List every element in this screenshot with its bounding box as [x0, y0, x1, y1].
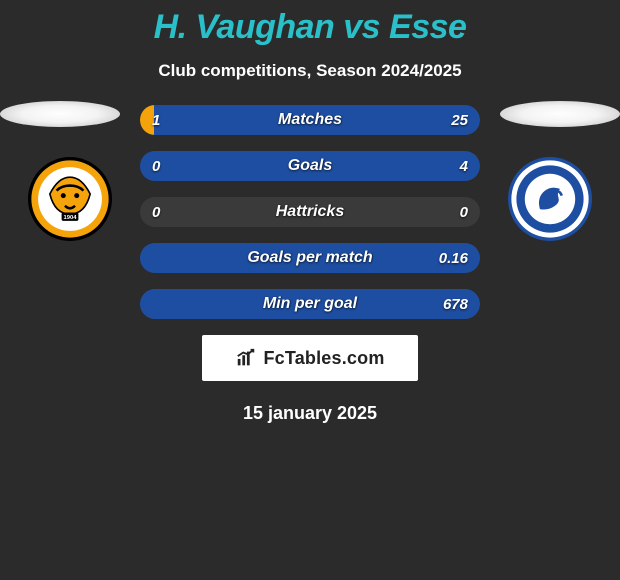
- stat-label: Min per goal: [140, 289, 480, 319]
- stat-row: 678Min per goal: [140, 289, 480, 319]
- svg-text:1885: 1885: [543, 225, 557, 231]
- stat-label: Matches: [140, 105, 480, 135]
- stats-arena: 1904 1885 125Matches 04Goals 00Hattricks 0.…: [0, 105, 620, 424]
- stat-row: 04Goals: [140, 151, 480, 181]
- lion-crest-icon: 1885: [508, 157, 592, 241]
- snapshot-date: 15 january 2025: [0, 403, 620, 424]
- brand-box[interactable]: FcTables.com: [202, 335, 418, 381]
- spotlight-right: [500, 101, 620, 127]
- brand-text: FcTables.com: [263, 348, 384, 369]
- stat-row: 0.16Goals per match: [140, 243, 480, 273]
- stat-label: Hattricks: [140, 197, 480, 227]
- spotlight-left: [0, 101, 120, 127]
- tiger-crest-icon: 1904: [28, 157, 112, 241]
- page-title: H. Vaughan vs Esse: [0, 8, 620, 47]
- team-badge-left: 1904: [28, 157, 112, 241]
- stat-label: Goals per match: [140, 243, 480, 273]
- stat-label: Goals: [140, 151, 480, 181]
- chart-icon: [235, 347, 257, 369]
- stat-row: 125Matches: [140, 105, 480, 135]
- stat-row: 00Hattricks: [140, 197, 480, 227]
- team-badge-right: 1885: [508, 157, 592, 241]
- svg-text:1904: 1904: [63, 215, 77, 221]
- stat-rows: 125Matches 04Goals 00Hattricks 0.16Goals pe…: [140, 105, 480, 319]
- comparison-widget: H. Vaughan vs Esse Club competitions, Se…: [0, 0, 620, 424]
- subtitle: Club competitions, Season 2024/2025: [0, 61, 620, 81]
